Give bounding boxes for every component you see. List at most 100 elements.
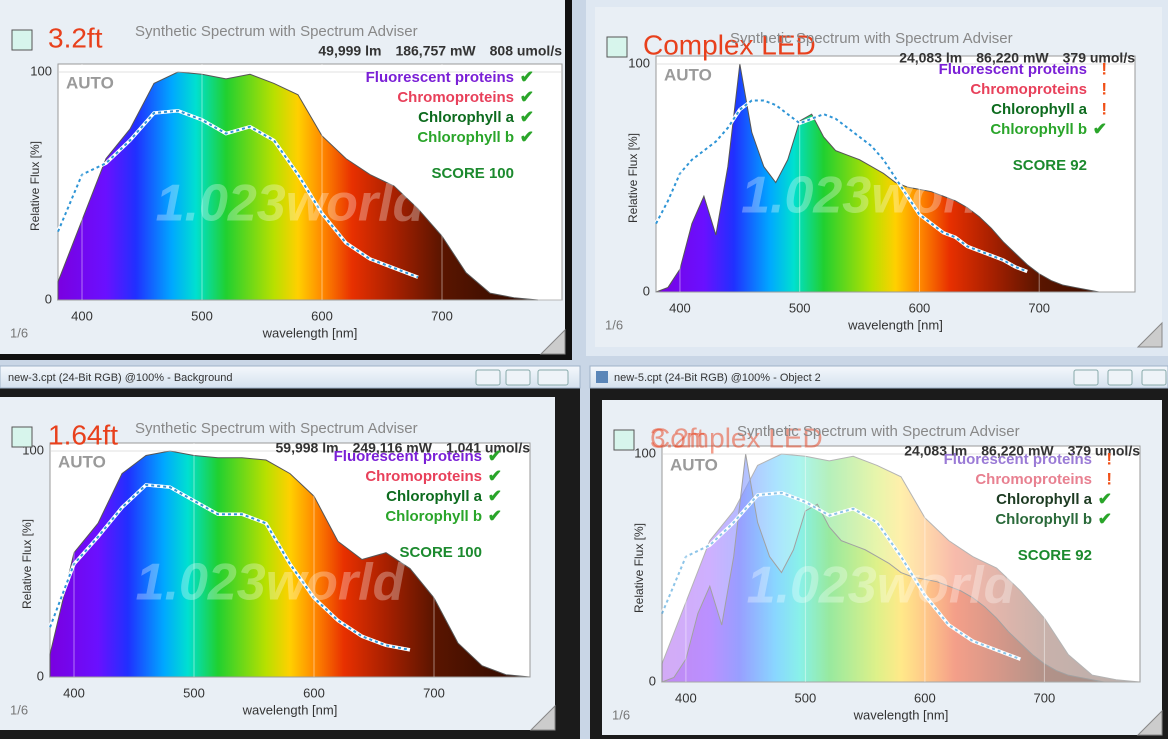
x-tick-label: 400: [63, 685, 85, 700]
adviser-status: ✔: [488, 446, 502, 465]
adviser-label: Chlorophyll a: [418, 109, 514, 126]
adviser-label: Chlorophyll b: [990, 121, 1087, 138]
adviser-status: ✔: [488, 466, 502, 485]
watermark: 1.023world: [747, 557, 1017, 615]
y-tick-label: 0: [649, 673, 656, 688]
x-tick-label: 500: [795, 690, 817, 705]
y-tick-label: 100: [628, 55, 650, 70]
adviser-status: ✔: [520, 67, 534, 86]
stat: 86,220 mW: [976, 50, 1049, 66]
window-title: new-5.cpt (24-Bit RGB) @100% - Object 2: [614, 372, 821, 384]
stat: 1,041 umol/s: [446, 440, 530, 456]
adviser-label: Chromoproteins: [975, 471, 1092, 488]
page-indicator: 1/6: [612, 707, 630, 722]
spectrum-area: [57, 71, 539, 301]
minimize-button[interactable]: [475, 369, 501, 386]
stat: 379 umol/s: [1068, 443, 1141, 459]
subtitle: Synthetic Spectrum with Spectrum Adviser: [135, 23, 418, 40]
adviser-status: ✔: [488, 486, 502, 505]
stat: 186,757 mW: [395, 43, 476, 59]
checkbox: [11, 29, 33, 51]
x-tick-label: 700: [1028, 300, 1050, 315]
page-curl: [539, 328, 566, 355]
x-axis-label: wavelength [nm]: [242, 702, 338, 717]
x-tick-label: 700: [1034, 690, 1056, 705]
x-tick-label: 600: [311, 308, 333, 323]
adviser-status: ✔: [520, 87, 534, 106]
checkbox: [613, 429, 635, 451]
x-tick-label: 400: [669, 300, 691, 315]
stat: 24,083 lm: [899, 50, 962, 66]
subtitle: Synthetic Spectrum with Spectrum Adviser: [135, 420, 418, 437]
y-tick-label: 0: [37, 668, 44, 683]
x-axis-label: wavelength [nm]: [853, 707, 949, 722]
title-bar: [0, 365, 581, 389]
adviser-status: !: [1101, 79, 1107, 98]
stat: 379 umol/s: [1063, 50, 1136, 66]
title-bar: [589, 365, 1168, 389]
adviser-label: Chlorophyll b: [385, 508, 482, 525]
checkbox: [11, 426, 33, 448]
page-curl: [1136, 321, 1163, 348]
chart: Marine Aquarium Community1.023world40050…: [0, 397, 556, 731]
adviser-status: ✔: [520, 107, 534, 126]
adviser-label: Chlorophyll b: [995, 511, 1092, 528]
adviser-status: ✔: [520, 127, 534, 146]
minimize-button[interactable]: [1073, 369, 1099, 386]
maximize-button[interactable]: [1107, 369, 1133, 386]
adviser-status: !: [1101, 99, 1107, 118]
close-button[interactable]: [1141, 369, 1167, 386]
y-axis-label: Relative Flux [%]: [20, 519, 34, 609]
score: SCORE 100: [431, 165, 514, 182]
stat: 249,116 mW: [353, 440, 433, 456]
mode-label: AUTO: [66, 73, 114, 92]
stat: 808 umol/s: [490, 43, 563, 59]
x-axis-label: wavelength [nm]: [847, 317, 943, 332]
score: SCORE 92: [1013, 157, 1087, 174]
adviser-status: ✔: [1093, 119, 1107, 138]
y-tick-label: 0: [643, 283, 650, 298]
score: SCORE 100: [399, 544, 482, 561]
y-tick-label: 0: [45, 291, 52, 306]
y-axis-label: Relative Flux [%]: [28, 141, 42, 231]
page-indicator: 1/6: [10, 325, 28, 340]
maximize-button[interactable]: [505, 369, 531, 386]
x-tick-label: 600: [303, 685, 325, 700]
reference-line: [57, 109, 419, 279]
y-axis-label: Relative Flux [%]: [626, 133, 640, 223]
stat: 24,083 lm: [904, 443, 967, 459]
x-tick-label: 500: [191, 308, 213, 323]
x-tick-label: 700: [423, 685, 445, 700]
watermark: 1.023world: [136, 554, 406, 612]
x-tick-label: 400: [71, 308, 93, 323]
x-tick-label: 500: [183, 685, 205, 700]
panel-title: 1.64ft: [48, 419, 118, 450]
x-tick-label: 400: [675, 690, 697, 705]
adviser-label: Chlorophyll a: [996, 491, 1092, 508]
reference-line: [655, 99, 1028, 273]
adviser-label: Fluorescent proteins: [334, 448, 482, 465]
x-tick-label: 600: [909, 300, 931, 315]
mode-label: AUTO: [58, 452, 106, 471]
y-tick-label: 100: [634, 445, 656, 460]
x-tick-label: 700: [431, 308, 453, 323]
mode-label: AUTO: [664, 65, 712, 84]
watermark: 1.023world: [156, 175, 426, 233]
panel-title: Complex LED: [643, 29, 816, 60]
chart: Marine Aquarium Community1.023world40050…: [0, 0, 566, 355]
score: SCORE 92: [1018, 547, 1092, 564]
checkbox: [606, 36, 628, 58]
y-tick-label: 100: [30, 63, 52, 78]
adviser-label: Chromoproteins: [397, 89, 514, 106]
watermark: 1.023world: [741, 167, 1011, 225]
close-button[interactable]: [537, 369, 569, 386]
page-curl: [1136, 709, 1163, 736]
y-axis-label: Relative Flux [%]: [632, 523, 646, 613]
page-curl: [529, 704, 556, 731]
window-title: new-3.cpt (24-Bit RGB) @100% - Backgroun…: [8, 372, 233, 384]
